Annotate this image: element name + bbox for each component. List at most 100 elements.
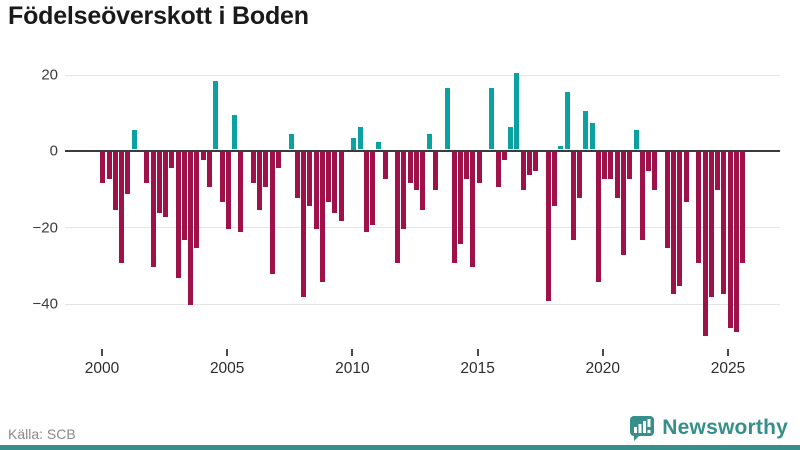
bar-2000-q67: [520, 152, 526, 191]
bar-2000-q76: [577, 152, 582, 199]
source-label: Källa: SCB: [8, 426, 76, 442]
gridline-y-20: [65, 74, 780, 76]
x-tick-2005: [226, 349, 229, 356]
bar-2000-q43: [370, 152, 375, 225]
x-tick-2025: [727, 349, 729, 356]
bar-2000-q36: [326, 152, 332, 202]
bar-2000-q5: [131, 130, 137, 150]
bar-2000-q78: [589, 122, 595, 150]
bar-2000-q15: [194, 152, 200, 248]
bar-2000-q96: [702, 152, 708, 336]
x-axis-label-2000: 2000: [84, 360, 120, 377]
bar-2000-q97: [708, 152, 714, 298]
bar-2000-q7: [144, 152, 150, 183]
bar-2000-q48: [401, 152, 407, 229]
bar-2000-q50: [413, 152, 419, 191]
bar-2000-q88: [652, 152, 658, 191]
bar-2000-q60: [476, 152, 482, 183]
bar-2000-q49: [407, 152, 413, 183]
y-axis-label: 0: [49, 142, 58, 160]
bar-2000-q33: [307, 152, 313, 206]
x-axis-label-2025: 2025: [710, 360, 746, 377]
bar-2000-q64: [501, 152, 507, 160]
bar-2000-q16: [200, 152, 206, 160]
bar-2000-q91: [671, 152, 677, 294]
y-axis-label: 20: [41, 66, 58, 84]
bar-2000-q82: [614, 152, 620, 199]
bar-2000-q1: [106, 152, 112, 179]
bar-2000-q27: [269, 152, 275, 275]
bar-2000-q59: [470, 152, 476, 267]
x-axis-label-2015: 2015: [460, 360, 495, 377]
zero-baseline: [65, 149, 780, 153]
bar-2000-q87: [646, 152, 652, 172]
bar-2000-q100: [727, 152, 733, 328]
bar-2000-q21: [232, 115, 237, 150]
x-axis-label-2020: 2020: [585, 360, 621, 377]
bar-2000-q40: [351, 138, 357, 150]
bar-2000-q85: [633, 130, 639, 150]
bar-2000-q44: [376, 141, 382, 150]
bar-2000-q57: [457, 152, 463, 244]
bar-2000-q9: [156, 152, 162, 214]
x-tick-2000: [101, 349, 103, 356]
bar-2000-q31: [294, 152, 300, 199]
y-axis-label: −20: [32, 219, 58, 237]
bar-2000-q73: [558, 145, 564, 150]
newsworthy-wordmark: Newsworthy: [662, 416, 788, 439]
bar-2000-q13: [181, 152, 187, 241]
bar-2000-q86: [639, 152, 645, 241]
bar-2000-q8: [150, 152, 156, 267]
bar-2000-q75: [570, 152, 576, 241]
bar-2000-q17: [206, 152, 212, 187]
bottom-accent-strip: [0, 445, 800, 450]
gridline-y--20: [65, 227, 780, 229]
bar-2000-q38: [338, 152, 344, 222]
gridline-y--40: [65, 303, 780, 305]
bar-2000-q12: [175, 152, 181, 279]
bar-2000-q66: [514, 73, 520, 150]
bar-2000-q24: [250, 152, 256, 183]
bar-2000-q20: [225, 152, 231, 229]
bar-2000-q84: [627, 152, 633, 179]
bar-2000-q68: [526, 152, 532, 176]
x-axis-label-2005: 2005: [209, 360, 245, 377]
bar-2000-q81: [608, 152, 614, 179]
bar-2000-q56: [451, 152, 457, 264]
bar-2000-q92: [677, 152, 683, 286]
bar-2000-q32: [301, 152, 306, 298]
bar-2000-q99: [721, 152, 727, 294]
bar-2000-q11: [169, 152, 175, 168]
bar-2000-q69: [533, 152, 539, 172]
bar-2000-q72: [552, 152, 557, 206]
bar-2000-q3: [119, 152, 125, 264]
bar-2000-q74: [564, 92, 570, 150]
bar-2000-q71: [545, 152, 551, 302]
x-tick-2020: [601, 349, 604, 356]
bar-2000-q93: [683, 152, 689, 202]
bar-2000-q2: [112, 152, 118, 210]
bar-2000-q22: [238, 152, 244, 233]
x-tick-2015: [476, 349, 479, 356]
newsworthy-logo: Newsworthy: [627, 414, 788, 442]
bar-2000-q10: [163, 152, 168, 218]
bar-2000-q18: [213, 80, 219, 150]
bar-2000-q102: [740, 152, 746, 264]
bar-2000-q101: [733, 152, 739, 332]
bar-2000-q98: [715, 152, 721, 191]
bar-2000-q90: [664, 152, 670, 248]
bar-2000-q0: [100, 152, 106, 183]
bar-2000-q14: [188, 152, 194, 306]
bar-2000-q80: [602, 152, 608, 179]
bar-2000-q45: [382, 152, 388, 179]
bar-2000-q34: [313, 152, 319, 229]
bar-2000-q25: [257, 152, 263, 210]
x-axis-label-2010: 2010: [335, 360, 370, 377]
bar-2000-q51: [420, 152, 426, 210]
y-axis-label: −40: [32, 295, 58, 313]
bar-2000-q53: [432, 152, 438, 191]
bar-2000-q41: [357, 126, 363, 150]
bar-2000-q37: [332, 152, 338, 214]
chart-title: Födelseöverskott i Boden: [8, 2, 309, 30]
